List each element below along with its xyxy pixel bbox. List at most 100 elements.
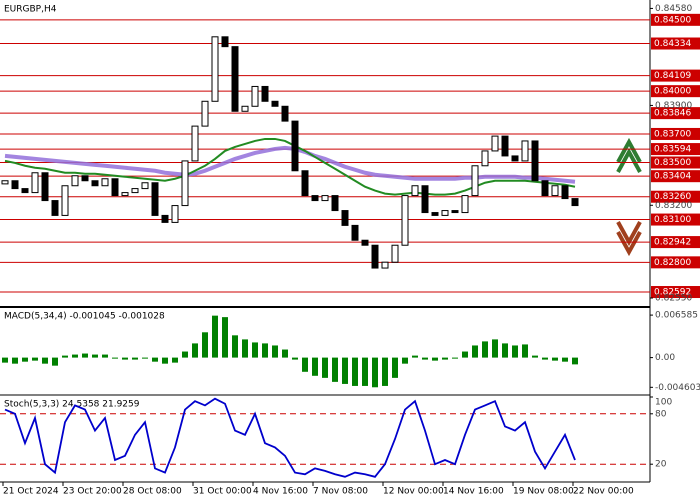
histogram-bar [252,342,258,358]
histogram-bar [282,349,288,358]
histogram-bar [472,345,478,358]
x-tick-label: 21 Oct 2024 [3,487,59,497]
candle-body [341,210,349,226]
histogram-bar [272,345,278,358]
candle-body [441,210,449,216]
level-label-box [651,286,700,299]
candle-body [331,195,339,212]
moving-average [4,145,576,184]
up-arrow [616,137,642,163]
candle-body [471,165,479,197]
histogram-bar [232,335,238,358]
level-label: 0.84334 [654,39,691,49]
level-label-box [651,37,700,50]
y-tick-label: 0.006585 [655,311,698,321]
candle-body [491,135,499,152]
histogram-bar [72,354,78,358]
y-tick-label: 0.84580 [655,4,692,14]
candle-body [531,140,539,182]
histogram-bar [352,357,358,386]
level-label-box [651,127,700,140]
level-label: 0.83260 [654,192,691,202]
candle-body [451,210,459,214]
candle-body [511,155,519,162]
y-tick-label: 0.00 [655,353,675,363]
candle-body [201,100,209,127]
histogram-bar [432,357,438,361]
candle-body [401,195,409,246]
histogram-bar [262,343,268,358]
level-label: 0.82800 [654,258,691,268]
y-tick-label: 80 [655,409,667,419]
level-label-box [651,143,700,156]
candle-body [61,185,69,216]
candle-body [111,178,119,197]
candle-body [521,140,529,162]
candle-body [231,46,239,112]
histogram-bar [12,357,18,364]
histogram-bar [402,357,408,364]
histogram-bar [42,357,48,364]
histogram-bar [372,357,378,388]
histogram-bar [292,357,298,360]
candle-body [541,180,549,197]
moving-average [4,137,576,196]
histogram-bar [202,332,208,358]
candle-body [281,105,289,122]
histogram-bar [222,317,228,358]
histogram-bar [462,351,468,358]
histogram-bar [102,354,108,358]
histogram-bar [532,355,538,358]
candle-body [411,185,419,197]
level-label: 0.82592 [654,288,691,298]
candle-body [461,195,469,214]
candle-body [91,180,99,187]
histogram-bar [152,357,158,362]
histogram-bar [522,344,528,358]
histogram-bar [162,357,168,364]
panel-title: Stoch(5,3,3) 24.5358 21.9259 [4,400,140,410]
candle-body [21,188,29,194]
candle-body [371,244,379,269]
candle-body [31,172,39,194]
y-tick-label: 20 [655,460,667,470]
level-label-box [651,190,700,203]
histogram-bar [2,357,8,363]
y-tick-label: 0.82550 [655,294,692,304]
histogram-bar [452,357,458,359]
level-label-box [651,236,700,249]
histogram-bar [492,339,498,358]
candle-body [481,150,489,167]
candle-body [81,175,89,182]
histogram-bar [332,357,338,382]
oscillator-line [4,397,576,478]
histogram-bar [62,355,68,358]
candle-body [571,198,579,207]
histogram-bar [342,357,348,384]
histogram-bar [322,357,328,378]
candle-body [41,172,49,202]
candle-body [311,195,319,202]
candle-body [301,170,309,197]
histogram-bar [382,357,388,386]
candle-body [51,200,59,216]
candle-body [211,36,219,102]
candle-body [391,244,399,263]
candle-body [121,192,129,197]
x-tick-label: 4 Nov 16:00 [253,487,308,497]
candle-body [241,105,249,112]
histogram-bar [242,339,248,358]
histogram-bar [562,357,568,362]
candle-body [131,188,139,194]
level-label: 0.83700 [654,129,691,139]
histogram-bar [132,357,138,360]
candle-body [381,261,389,269]
panel-title: MACD(5,34,4) -0.001045 -0.001028 [4,312,165,322]
level-label: 0.84109 [654,71,691,81]
level-label: 0.84500 [654,15,691,25]
y-tick-label: 0.83200 [655,201,692,211]
histogram-bar [172,357,178,363]
y-tick-label: 0.83900 [655,101,692,111]
histogram-bar [142,357,148,359]
